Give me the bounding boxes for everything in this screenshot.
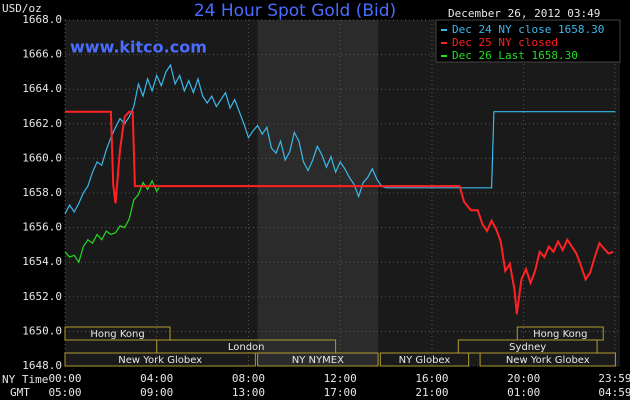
legend-label: Dec 26 Last 1658.30 [452,49,578,62]
y-tick-label: 1658.0 [22,186,62,199]
y-unit: USD/oz [2,2,42,15]
y-tick-label: 1650.0 [22,324,62,337]
y-tick-label: 1654.0 [22,255,62,268]
legend-box [435,19,621,63]
x-tick-label: 08:00 [232,372,265,385]
y-tick-label: 1648.0 [22,359,62,372]
x-tick-label: 12:00 [324,372,357,385]
session-box [64,352,256,367]
chart-title: 24 Hour Spot Gold (Bid) [194,1,396,21]
x-tick-label-gmt: 09:00 [140,386,173,399]
x-tick-label-gmt: 13:00 [232,386,265,399]
x-tick-label: 04:00 [140,372,173,385]
session-box [479,352,616,367]
x-tick-label-gmt: 01:00 [507,386,540,399]
session-box [379,352,470,367]
y-tick-label: 1664.0 [22,82,62,95]
x-tick-label: 20:00 [507,372,540,385]
legend-label: Dec 25 NY closed [452,36,558,49]
session-label: Sydney [509,342,546,353]
x-row-label: GMT [10,386,30,399]
series-line [65,110,614,315]
x-tick-label-gmt: 05:00 [48,386,81,399]
session-label: NY NYMEX [292,355,344,366]
legend-label: Dec 24 NY close 1658.30 [452,23,604,36]
series-line [64,63,616,215]
timestamp: December 26, 2012 03:49 [448,7,600,20]
y-tick-label: 1652.0 [22,290,62,303]
session-label: New York Globex [118,355,202,366]
session-box [64,326,171,341]
y-tick-label: 1662.0 [22,117,62,130]
session-label: New York Globex [506,355,590,366]
session-label: Hong Kong [90,329,144,340]
session-label: London [228,342,265,353]
session-label: Hong Kong [533,329,587,340]
x-tick-label-gmt: 17:00 [324,386,357,399]
x-tick-label: 00:00 [48,372,81,385]
session-label: NY Globex [399,355,451,366]
x-tick-label-gmt: 04:59 [598,386,630,399]
x-row-label: NY Time [2,373,48,386]
x-tick-label: 16:00 [415,372,448,385]
x-tick-label-gmt: 21:00 [415,386,448,399]
y-tick-label: 1656.0 [22,221,62,234]
watermark: www.kitco.com [70,38,207,57]
y-tick-label: 1660.0 [22,151,62,164]
x-tick-label: 23:59 [598,372,630,385]
y-tick-label: 1666.0 [22,48,62,61]
y-tick-label: 1668.0 [22,13,62,26]
session-box [257,352,379,367]
